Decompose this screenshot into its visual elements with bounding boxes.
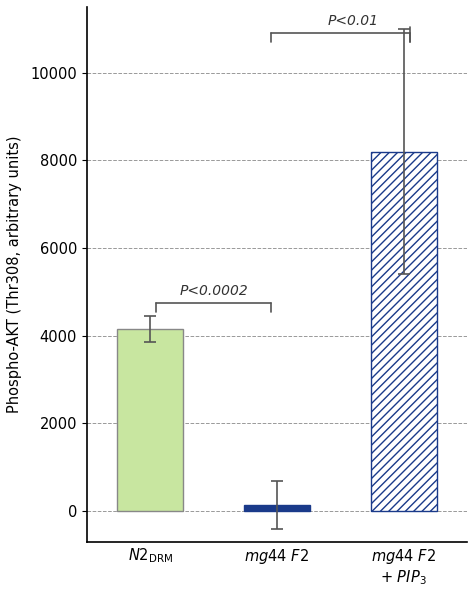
Bar — [371, 151, 437, 511]
Bar — [244, 505, 310, 511]
Y-axis label: Phospho-AKT (Thr308, arbitrary units): Phospho-AKT (Thr308, arbitrary units) — [7, 135, 22, 413]
Bar — [117, 329, 183, 511]
Bar — [371, 151, 437, 511]
Text: P<0.0002: P<0.0002 — [179, 283, 248, 298]
Text: P<0.01: P<0.01 — [328, 14, 378, 28]
